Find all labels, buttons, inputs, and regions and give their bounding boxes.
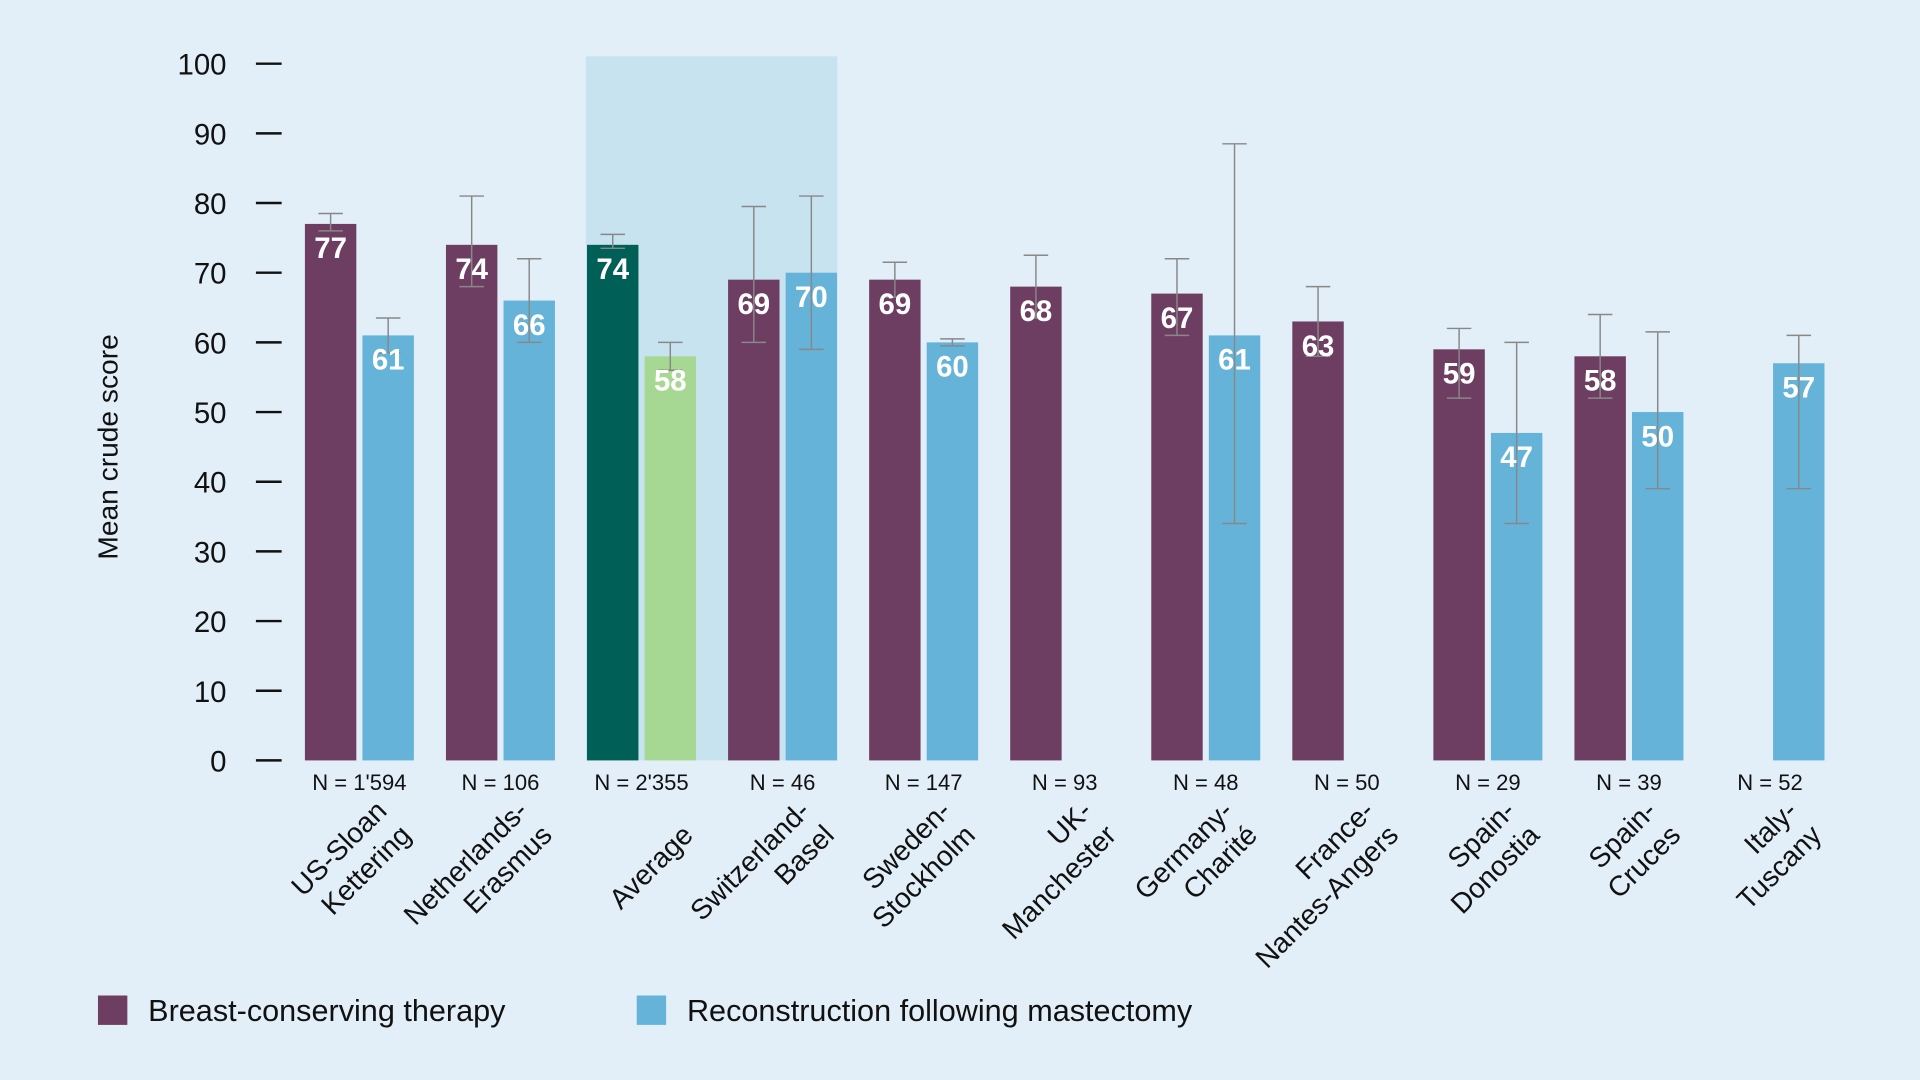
data-label-bct: 77	[314, 232, 347, 265]
value-labels: 77 61 74 66 74 58 69 70 69 60 68 67 61 63 59 47 58 50 57	[314, 232, 1815, 474]
y-axis-label: Mean crude score	[93, 334, 124, 559]
y-tick-label: 80	[194, 188, 227, 221]
data-label-bct: 63	[1302, 330, 1335, 363]
bar-recon	[926, 342, 979, 761]
bars	[304, 223, 1825, 761]
bar-bct	[304, 223, 357, 761]
data-label-bct: 58	[1584, 365, 1617, 398]
y-tick-label: 10	[194, 676, 227, 709]
bar-bct	[445, 244, 498, 761]
data-label-bct: 69	[879, 288, 912, 321]
data-label-bct: 59	[1443, 358, 1476, 391]
y-tick-label: 0	[210, 745, 226, 778]
data-label-bct: 69	[737, 288, 770, 321]
x-tick-label-line: Average	[603, 819, 699, 915]
n-label: N = 52	[1737, 770, 1803, 795]
y-tick-label: 100	[178, 49, 227, 82]
y-tick-label: 40	[194, 467, 227, 500]
bar-bct	[1292, 321, 1344, 761]
n-label: N = 1'594	[312, 770, 406, 795]
bar-bct	[1574, 356, 1626, 761]
bar-recon	[503, 300, 555, 761]
y-tick-label: 50	[194, 397, 227, 430]
n-label: N = 46	[750, 770, 816, 795]
n-label: N = 48	[1173, 770, 1239, 795]
bar-bct	[728, 279, 780, 761]
n-label: N = 50	[1314, 770, 1380, 795]
x-tick-label: France-Nantes-Angers	[1225, 795, 1404, 974]
x-tick-label: Germany-Charité	[1128, 795, 1263, 930]
x-tick-label: Italy-Tuscany	[1707, 794, 1828, 915]
n-labels: N = 1'594 N = 106 N = 2'355 N = 46 N = 147 N …	[312, 770, 1803, 795]
y-tick-label: 70	[194, 258, 227, 291]
legend-label-bct: Breast-conserving therapy	[148, 994, 506, 1028]
x-tick-label: Sweden-Stockholm	[842, 795, 981, 934]
legend: Breast-conserving therapy Reconstruction…	[97, 994, 1193, 1028]
bar-bct	[1151, 293, 1203, 761]
x-tick-label: Average	[603, 819, 699, 915]
error-bars	[318, 143, 1812, 525]
n-label: N = 39	[1596, 770, 1662, 795]
legend-swatch-recon	[636, 995, 667, 1025]
data-label-bct: 68	[1020, 295, 1053, 328]
x-tick-label: US-SloanKettering	[285, 795, 416, 926]
n-label: N = 106	[462, 770, 540, 795]
x-tick-label: Switzerland-Basel	[684, 795, 840, 951]
bar-bct	[869, 279, 921, 761]
data-label-recon: 47	[1500, 441, 1533, 474]
x-tick-label: Netherlands-Erasmus	[398, 795, 558, 955]
y-tick-label: 90	[194, 118, 227, 151]
x-tick-label: UK-Manchester	[972, 795, 1122, 945]
legend-label-recon: Reconstruction following mastectomy	[687, 994, 1193, 1028]
y-tick-label: 30	[194, 536, 227, 569]
bar-recon	[644, 356, 696, 761]
data-label-recon: 61	[1218, 344, 1251, 377]
bar-recon	[362, 335, 414, 761]
data-label-bct: 74	[596, 253, 629, 286]
data-label-bct: 74	[455, 253, 488, 286]
n-label: N = 93	[1032, 770, 1098, 795]
n-label: N = 29	[1455, 770, 1521, 795]
n-label: N = 2'355	[594, 770, 688, 795]
bar-bct	[1433, 349, 1485, 761]
y-axis: 0 10 20 30 40 50 60 70 80 90 100	[178, 49, 282, 778]
data-label-recon: 58	[654, 365, 687, 398]
n-label: N = 147	[885, 770, 963, 795]
bar-bct	[1010, 286, 1062, 761]
bar-recon	[785, 272, 838, 761]
y-tick-label: 60	[194, 327, 227, 360]
x-tick-label: Spain-Donostia	[1420, 795, 1545, 920]
data-label-recon: 70	[795, 281, 828, 314]
data-label-recon: 60	[936, 351, 969, 384]
bar-bct	[587, 244, 639, 761]
data-label-recon: 50	[1641, 420, 1674, 453]
legend-swatch-bct	[97, 995, 128, 1025]
data-label-recon: 66	[513, 309, 546, 342]
y-tick-label: 20	[194, 606, 227, 639]
data-label-recon: 57	[1782, 372, 1815, 405]
data-label-recon: 61	[372, 344, 405, 377]
data-label-bct: 67	[1161, 302, 1194, 335]
x-tick-label: Spain-Cruces	[1577, 795, 1686, 904]
